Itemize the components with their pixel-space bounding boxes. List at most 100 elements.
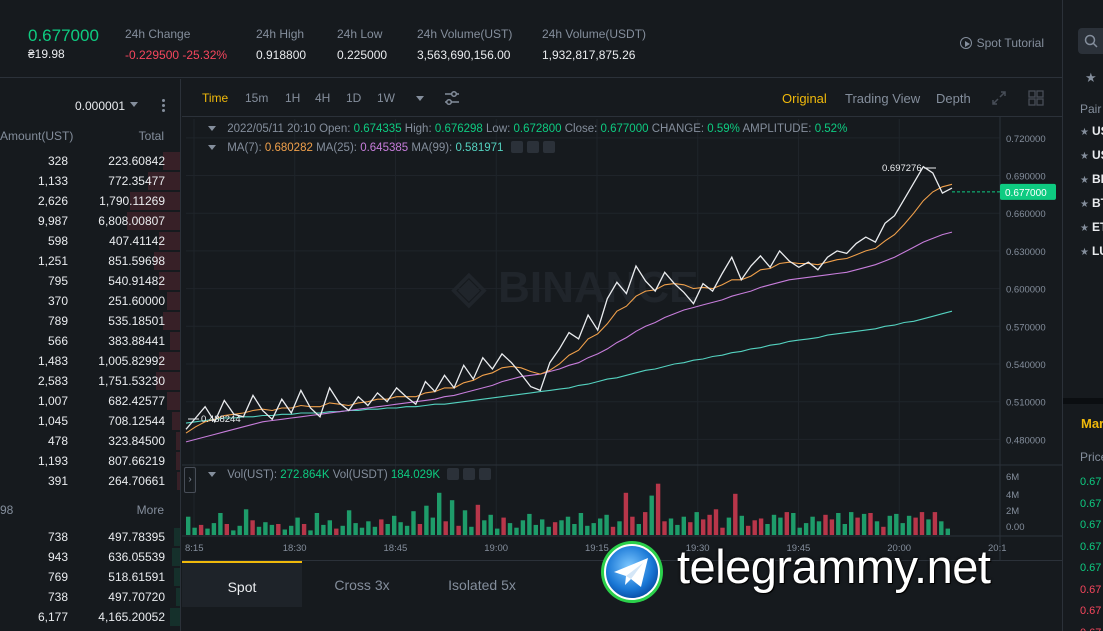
grid-layout-icon[interactable] xyxy=(1028,90,1044,106)
ask-row[interactable]: 1,133 772.35477 xyxy=(0,171,180,191)
ask-amount: 370 xyxy=(47,294,68,308)
volume-bar xyxy=(334,528,339,535)
chart-canvas[interactable]: ◈ BINANCE 0.697276 0.488244 0.677000 0.72000… xyxy=(182,117,1062,560)
ask-row[interactable]: 1,007 682.42577 xyxy=(0,391,180,411)
panel-divider xyxy=(1063,398,1103,404)
ask-row[interactable]: 1,193 807.66219 xyxy=(0,451,180,471)
bid-row[interactable]: 943 636.05539 xyxy=(0,547,180,567)
legend-ma25: 0.645385 xyxy=(360,142,409,154)
pair-item[interactable]: ★US xyxy=(1080,124,1103,138)
spot-tutorial-link[interactable]: Spot Tutorial xyxy=(959,36,1044,50)
volume-bar xyxy=(353,523,358,535)
star-icon[interactable]: ★ xyxy=(1080,223,1089,234)
ask-row[interactable]: 1,045 708.12544 xyxy=(0,411,180,431)
view-depth[interactable]: Depth xyxy=(936,91,971,106)
ask-row[interactable]: 2,583 1,751.53230 xyxy=(0,371,180,391)
eye-icon[interactable] xyxy=(447,468,460,480)
collapse-ma-icon[interactable] xyxy=(208,145,216,150)
pair-item[interactable]: ★ET xyxy=(1080,220,1103,234)
ask-row[interactable]: 598 407.41142 xyxy=(0,231,180,251)
star-icon[interactable]: ★ xyxy=(1080,199,1089,210)
settings-icon[interactable] xyxy=(526,141,539,153)
volume-bar xyxy=(256,526,262,536)
interval-time[interactable]: Time xyxy=(202,91,229,105)
ask-row[interactable]: 1,251 851.59698 xyxy=(0,251,180,271)
series-line-ma25 xyxy=(185,231,953,443)
series-line-price xyxy=(185,165,953,430)
precision-select[interactable]: 0.000001 xyxy=(75,99,126,113)
pair-symbol: BT xyxy=(1091,196,1103,210)
legend-high-label: High: xyxy=(404,123,432,135)
bid-row[interactable]: 738 497.70720 xyxy=(0,587,180,607)
interval-15m[interactable]: 15m xyxy=(245,91,269,105)
eye-icon[interactable] xyxy=(510,141,523,153)
favorites-star-icon[interactable]: ★ xyxy=(1085,70,1097,85)
volume-bar xyxy=(372,526,378,536)
tab-spot[interactable]: Spot xyxy=(182,561,302,607)
x-tick-label: 20:00 xyxy=(887,543,911,554)
series-line-ma99 xyxy=(185,310,953,424)
ask-row[interactable]: 789 535.18501 xyxy=(0,311,180,331)
bid-row[interactable]: 738 497.78395 xyxy=(0,527,180,547)
ask-row[interactable]: 478 323.84500 xyxy=(0,431,180,451)
interval-1d[interactable]: 1D xyxy=(346,91,362,105)
interval-4h[interactable]: 4H xyxy=(315,91,331,105)
volume-tick-label: 0.00 xyxy=(1006,522,1025,533)
star-icon[interactable]: ★ xyxy=(1080,175,1089,186)
bid-row[interactable]: 769 518.61591 xyxy=(0,567,180,587)
ask-row[interactable]: 2,626 1,790.11269 xyxy=(0,191,180,211)
ask-row[interactable]: 1,483 1,005.82992 xyxy=(0,351,180,371)
ask-row[interactable]: 328 223.60842 xyxy=(0,151,180,171)
chevron-down-icon[interactable] xyxy=(130,102,138,107)
view-trading-view[interactable]: Trading View xyxy=(845,91,921,106)
tab-isolated[interactable]: Isolated 5x xyxy=(448,577,516,593)
ask-row[interactable]: 795 540.91482 xyxy=(0,271,180,291)
volume-bar xyxy=(250,520,255,535)
ask-row[interactable]: 391 264.70661 xyxy=(0,471,180,491)
pair-item[interactable]: ★LU xyxy=(1080,244,1103,258)
pair-item[interactable]: ★BT xyxy=(1080,196,1103,210)
fullscreen-icon[interactable] xyxy=(991,90,1007,106)
volume-bar xyxy=(379,519,384,535)
price-chart[interactable]: ◈ BINANCE 0.697276 0.488244 0.677000 0.72000… xyxy=(182,117,1062,560)
interval-more-icon[interactable] xyxy=(416,96,424,101)
more-options-icon[interactable] xyxy=(162,99,165,114)
ask-row[interactable]: 9,987 6,808.00807 xyxy=(0,211,180,231)
chart-settings-icon[interactable] xyxy=(444,90,460,106)
volume-bar xyxy=(694,512,699,535)
close-icon[interactable] xyxy=(479,468,492,480)
bid-amount: 943 xyxy=(47,550,68,564)
bid-amount: 769 xyxy=(47,570,68,584)
bid-row[interactable]: 6,177 4,165.20052 xyxy=(0,607,180,627)
star-icon[interactable]: ★ xyxy=(1080,247,1089,258)
star-icon[interactable]: ★ xyxy=(1080,127,1089,138)
volume-bar xyxy=(778,517,783,535)
volume-bar xyxy=(784,512,789,535)
collapse-legend-icon[interactable] xyxy=(208,126,216,131)
star-icon[interactable]: ★ xyxy=(1080,151,1089,162)
pair-search-input[interactable] xyxy=(1078,28,1103,54)
settings-icon[interactable] xyxy=(463,468,476,480)
interval-1w[interactable]: 1W xyxy=(377,91,395,105)
more-link[interactable]: More xyxy=(136,503,164,517)
ask-row[interactable]: 370 251.60000 xyxy=(0,291,180,311)
collapse-volume-icon[interactable] xyxy=(208,472,216,477)
ask-total: 682.42577 xyxy=(108,394,165,408)
expand-panel-button[interactable]: › xyxy=(184,467,196,493)
ask-total: 323.84500 xyxy=(108,434,165,448)
ask-total: 6,808.00807 xyxy=(98,214,165,228)
tab-cross[interactable]: Cross 3x xyxy=(334,577,390,593)
pair-item[interactable]: ★ BI xyxy=(1080,172,1103,186)
volume-bar xyxy=(263,522,268,535)
ask-row[interactable]: 566 383.88441 xyxy=(0,331,180,351)
interval-1h[interactable]: 1H xyxy=(285,91,301,105)
volume-bar xyxy=(346,510,352,536)
view-original[interactable]: Original xyxy=(782,91,827,106)
legend-ma7-label: MA(7): xyxy=(227,142,262,154)
volume-bar xyxy=(514,527,519,535)
stat-label: 24h High xyxy=(256,27,305,41)
close-icon[interactable] xyxy=(542,141,555,153)
pair-item[interactable]: ★US xyxy=(1080,148,1103,162)
volume-bar xyxy=(816,521,822,535)
volume-bar xyxy=(392,515,397,536)
